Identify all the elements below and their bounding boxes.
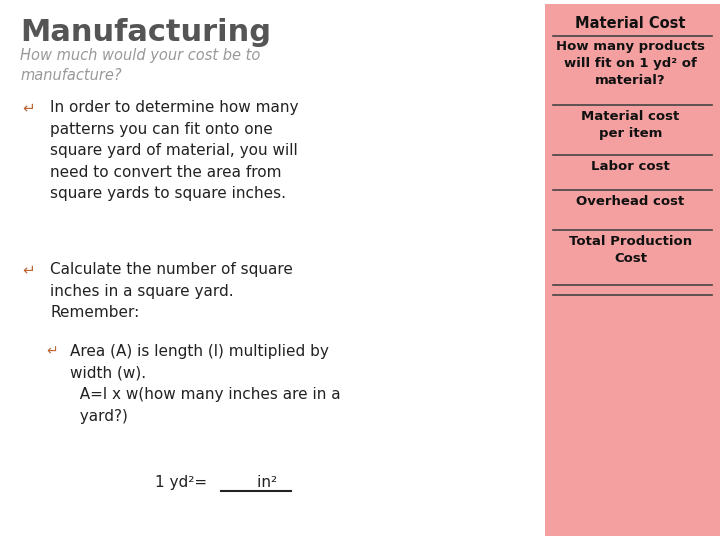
Text: Total Production
Cost: Total Production Cost bbox=[569, 235, 692, 265]
Text: Material Cost: Material Cost bbox=[575, 16, 685, 31]
Text: Area (A) is length (l) multiplied by
width (w).
  A=l x w(how many inches are in: Area (A) is length (l) multiplied by wid… bbox=[70, 344, 341, 424]
Text: How much would your cost be to
manufacture?: How much would your cost be to manufactu… bbox=[20, 48, 261, 83]
Bar bbox=[545, 4, 720, 536]
Text: Calculate the number of square
inches in a square yard.
Remember:: Calculate the number of square inches in… bbox=[50, 262, 293, 320]
Text: How many products
will fit on 1 yd² of
material?: How many products will fit on 1 yd² of m… bbox=[556, 40, 705, 87]
Text: In order to determine how many
patterns you can fit onto one
square yard of mate: In order to determine how many patterns … bbox=[50, 100, 299, 201]
Text: ↵: ↵ bbox=[46, 344, 58, 358]
Text: in²: in² bbox=[223, 475, 277, 490]
Text: Material cost
per item: Material cost per item bbox=[581, 110, 680, 140]
Text: Manufacturing: Manufacturing bbox=[20, 18, 271, 47]
Text: ↵: ↵ bbox=[22, 262, 35, 277]
Text: Labor cost: Labor cost bbox=[591, 160, 670, 173]
Text: ↵: ↵ bbox=[22, 100, 35, 115]
Text: 1 yd²=: 1 yd²= bbox=[155, 475, 212, 490]
Text: Overhead cost: Overhead cost bbox=[577, 195, 685, 208]
